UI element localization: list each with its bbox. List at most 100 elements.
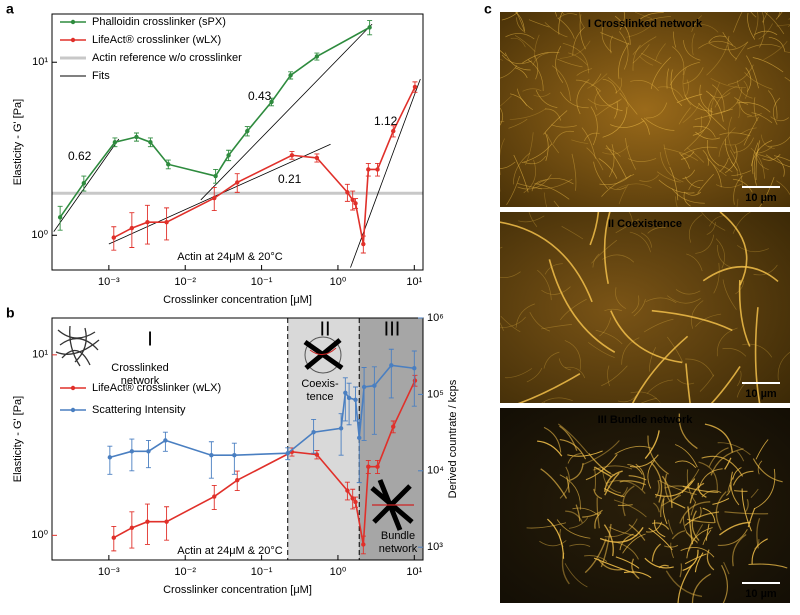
y-axis-title: Elasticity - G' [Pa] — [12, 99, 24, 185]
plot-area — [52, 318, 423, 560]
filament — [646, 379, 673, 394]
filament — [509, 108, 547, 120]
filament — [618, 184, 629, 205]
filament — [728, 116, 736, 155]
filament — [658, 564, 669, 569]
filament — [757, 154, 773, 160]
filament — [723, 130, 752, 146]
filament — [736, 450, 745, 462]
x-tick-label: 10¹ — [406, 276, 422, 288]
filament — [562, 42, 589, 74]
filament — [575, 79, 602, 92]
error-bar — [311, 419, 317, 454]
filament — [510, 93, 527, 106]
filament — [623, 571, 652, 579]
filament — [590, 106, 598, 146]
filament — [505, 33, 535, 40]
filament — [669, 61, 700, 86]
filament — [541, 286, 571, 295]
filament — [594, 90, 601, 111]
filament — [635, 463, 645, 491]
filament — [753, 468, 776, 510]
filament — [601, 174, 635, 197]
region-description: network — [121, 375, 160, 387]
fit-label: 1.12 — [374, 114, 398, 128]
filament — [677, 378, 695, 385]
filament — [640, 397, 657, 403]
y2-axis-title: Derived countrate / kcps — [447, 379, 459, 498]
data-point — [81, 180, 87, 186]
filament — [725, 138, 739, 171]
filament — [715, 87, 743, 115]
filament — [630, 391, 661, 403]
data-point — [366, 167, 371, 172]
filament — [759, 20, 765, 48]
filament — [710, 78, 746, 89]
filament — [684, 176, 701, 189]
filament — [762, 154, 781, 161]
filament — [695, 234, 715, 254]
filament — [601, 254, 635, 263]
filament — [592, 253, 600, 268]
data-point — [145, 519, 150, 524]
filament — [784, 77, 790, 82]
filament — [724, 511, 769, 515]
filament — [631, 295, 640, 314]
filament — [517, 174, 552, 190]
filament — [517, 183, 542, 190]
filament — [534, 183, 570, 200]
filament — [500, 95, 512, 107]
filament — [666, 68, 669, 89]
filament — [555, 45, 564, 83]
filament — [753, 12, 759, 38]
filament — [500, 65, 518, 79]
filament — [559, 425, 578, 451]
filament — [692, 23, 719, 33]
filament — [628, 212, 633, 227]
filament — [522, 51, 560, 64]
filament — [776, 24, 790, 27]
filament — [582, 509, 603, 518]
filament — [593, 488, 603, 500]
filament — [626, 18, 658, 38]
filament — [588, 452, 611, 474]
filament — [739, 101, 752, 116]
coexistence-icon — [303, 336, 344, 374]
filament — [686, 527, 713, 559]
filament — [602, 145, 629, 155]
filament — [755, 154, 769, 171]
filament — [748, 563, 788, 569]
filament — [686, 79, 689, 96]
filament — [776, 180, 790, 195]
filament — [593, 161, 609, 190]
filament — [644, 557, 674, 569]
data-point — [391, 128, 396, 134]
filament — [639, 55, 654, 66]
filament — [500, 246, 503, 249]
filament — [537, 440, 563, 457]
filament — [747, 44, 781, 50]
filament — [698, 461, 718, 491]
filament — [691, 33, 695, 56]
filament — [586, 147, 604, 171]
data-point — [212, 494, 217, 499]
x-axis-title: Crosslinker concentration [μM] — [163, 294, 312, 306]
filament — [617, 394, 638, 403]
legend-label: LifeAct® crosslinker (wLX) — [92, 34, 221, 46]
filament — [656, 171, 681, 183]
filament — [743, 116, 759, 146]
error-bar — [388, 348, 394, 399]
filament — [599, 526, 644, 543]
filament — [527, 59, 544, 92]
filament — [579, 12, 585, 28]
icons — [55, 325, 414, 531]
filament — [609, 35, 613, 54]
filament — [666, 295, 701, 304]
y-axis-title: Elasticity - G' [Pa] — [12, 396, 24, 482]
filament — [695, 313, 722, 327]
x-tick-label: 10⁰ — [330, 566, 347, 578]
filament — [584, 555, 608, 563]
filament — [731, 170, 752, 177]
filament — [690, 501, 697, 516]
filament — [512, 152, 531, 185]
